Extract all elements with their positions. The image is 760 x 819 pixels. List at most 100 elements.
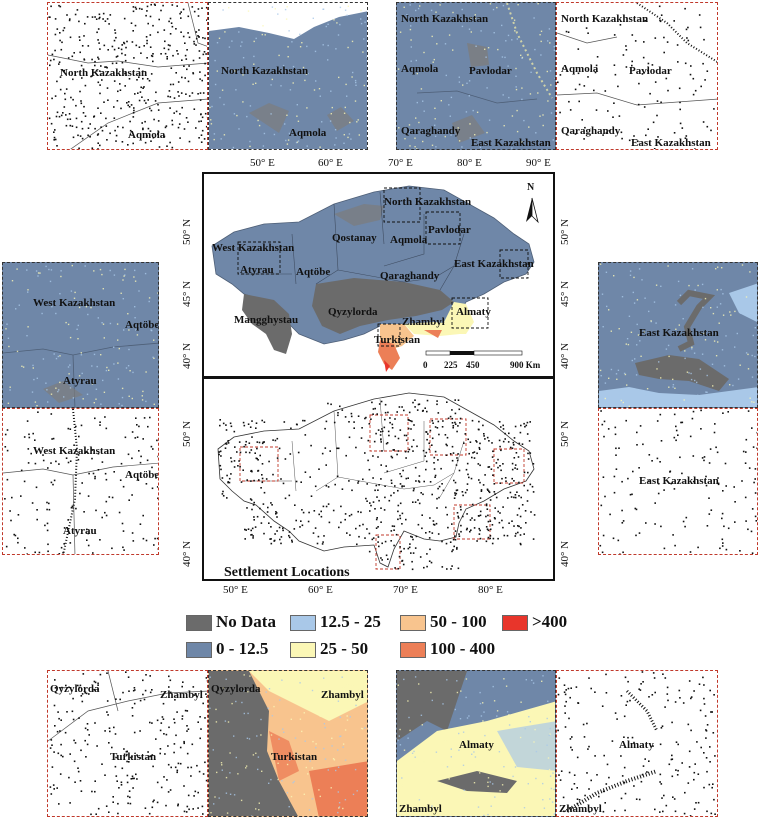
density-raster [599, 263, 757, 407]
lat-tick: 40° N [181, 540, 194, 568]
region-label: Qyzylorda [328, 306, 378, 318]
region-label: Atyrau [240, 264, 274, 276]
lon-tick: 60° E [318, 157, 343, 169]
legend-label: 50 - 100 [430, 612, 487, 631]
region-label: Qaraghandy [380, 270, 440, 282]
region-label: North Kazakhstan [401, 13, 489, 25]
lat-tick: 50° N [559, 218, 572, 246]
legend-swatch [186, 615, 212, 631]
lon-tick: 50° E [250, 157, 275, 169]
legend-swatch [400, 615, 426, 631]
legend-swatch [400, 642, 426, 658]
legend-swatch [290, 615, 316, 631]
region-label: Zhambyl [160, 689, 203, 701]
density-raster [397, 671, 555, 816]
inset-nw-points: North Kazakhstan Aqmola [47, 2, 208, 150]
density-raster [397, 3, 555, 149]
lon-tick: 70° E [388, 157, 413, 169]
region-label: Atyrau [63, 375, 97, 387]
legend-swatch [502, 615, 528, 631]
inset-ne-raster: North Kazakhstan Aqmola Pavlodar Qaragha… [396, 2, 556, 150]
density-raster [3, 264, 158, 407]
region-label: East Kazakhstan [631, 137, 711, 149]
region-label: West Kazakhstan [33, 297, 116, 309]
region-label: North Kazakhstan [60, 67, 148, 79]
legend-label: 12.5 - 25 [320, 612, 381, 631]
density-map [211, 185, 539, 372]
region-label: Aqmola [289, 127, 327, 139]
inset-w-points: West Kazakhstan Aqtöbe Atyrau [2, 408, 159, 555]
legend-label: 100 - 400 [430, 639, 496, 658]
inset-nw-raster: North Kazakhstan Aqmola [208, 2, 368, 150]
inset-se-raster: Almaty Zhambyl [396, 670, 556, 817]
lat-tick: 45° N [181, 280, 194, 308]
region-label: Turkistan [374, 334, 421, 346]
region-label: Zhambyl [321, 689, 364, 701]
region-label: Aqmola [390, 234, 428, 246]
settlement-points [48, 3, 207, 149]
region-label: Zhambyl [402, 316, 445, 328]
region-label: Turkistan [271, 751, 318, 763]
main-map-frame: N 0 225 450 900 Km North Kazakhstan Pavl… [202, 172, 555, 581]
lat-tick: 50° N [181, 218, 194, 246]
region-label: Qyzylorda [211, 683, 261, 695]
region-label: North Kazakhstan [221, 65, 309, 77]
settlement-map [217, 392, 536, 571]
inset-se-points: Almaty Zhambyl [556, 670, 718, 817]
settlement-points [48, 671, 207, 816]
region-label: West Kazakhstan [33, 445, 116, 457]
region-label: Zhambyl [559, 803, 602, 815]
settlement-points [557, 671, 716, 816]
region-label: Atyrau [63, 525, 97, 537]
region-label: Almaty [459, 739, 494, 751]
region-label: Pavlodar [428, 224, 471, 236]
lon-tick: 90° E [526, 157, 551, 169]
region-label: Almaty [456, 306, 491, 318]
north-arrow-label: N [527, 182, 535, 193]
region-label: East Kazakhstan [639, 327, 719, 339]
inset-e-raster: East Kazakhstan [598, 262, 758, 408]
scale-label: 225 [444, 360, 458, 370]
panel-divider [204, 376, 553, 379]
lat-tick: 50° N [559, 420, 572, 448]
lon-tick: 80° E [457, 157, 482, 169]
legend-swatch [186, 642, 212, 658]
legend-swatch [290, 642, 316, 658]
region-label: Qaraghandy [401, 125, 461, 137]
region-label: Zhambyl [399, 803, 442, 815]
inset-ne-points: North Kazakhstan Aqmola Pavlodar Qaragha… [556, 2, 718, 150]
lat-tick: 40° N [559, 540, 572, 568]
legend: No Data 12.5 - 25 50 - 100 >400 0 - 12.5… [186, 612, 586, 662]
scale-label: 450 [466, 360, 480, 370]
inset-sw-raster: Qyzylorda Zhambyl Turkistan [208, 670, 368, 817]
region-label: Aqmola [128, 129, 166, 141]
region-label: Pavlodar [629, 65, 672, 77]
lon-tick: 80° E [478, 584, 503, 596]
region-label: East Kazakhstan [639, 475, 719, 487]
legend-label: No Data [216, 612, 276, 631]
region-label: North Kazakhstan [384, 196, 472, 208]
region-label: Turkistan [110, 751, 157, 763]
inset-w-raster: West Kazakhstan Aqtöbe Atyrau [2, 262, 159, 408]
settlement-map-title: Settlement Locations [224, 565, 350, 580]
region-label: Aqtöbe [296, 266, 331, 278]
legend-label: 0 - 12.5 [216, 639, 269, 658]
density-raster [209, 5, 367, 149]
region-label: East Kazakhstan [454, 258, 534, 270]
region-label: Aqmola [401, 63, 439, 75]
region-label: East Kazakhstan [471, 137, 551, 149]
region-label: Mangghystau [234, 314, 299, 326]
region-label: Aqmola [561, 63, 599, 75]
north-arrow-icon [526, 197, 539, 224]
legend-label: >400 [532, 612, 568, 631]
region-label: Aqtöbe [125, 469, 159, 481]
density-raster [209, 671, 367, 816]
legend-label: 25 - 50 [320, 639, 369, 658]
lon-tick: 70° E [393, 584, 418, 596]
lon-tick: 60° E [308, 584, 333, 596]
region-label: Almaty [619, 739, 654, 751]
inset-sw-points: Qyzylorda Zhambyl Turkistan [47, 670, 208, 817]
region-label: Qaraghandy [561, 125, 621, 137]
scale-label: 900 Km [510, 360, 541, 370]
settlement-points [599, 409, 757, 554]
